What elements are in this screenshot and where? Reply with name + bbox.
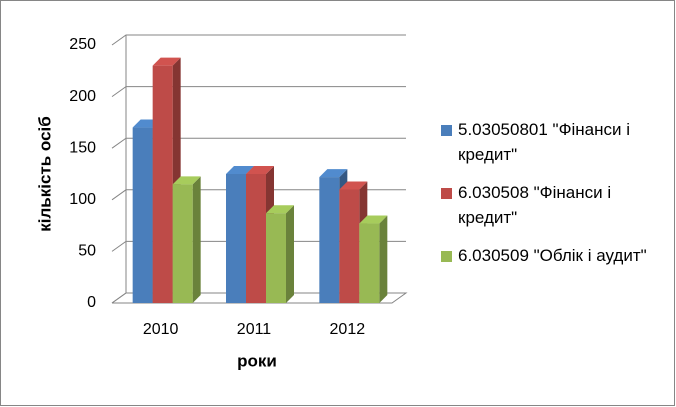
bar-side: [192, 176, 201, 303]
bar: [152, 65, 173, 303]
y-tick-label: 50: [78, 243, 96, 260]
bar-top: [319, 169, 348, 178]
bar: [339, 189, 360, 303]
legend-label: 6.030508 "Фінанси і кредит": [458, 183, 612, 227]
legend-label: 5.03050801 "Фінанси і кредит": [458, 120, 631, 164]
y-tick-label: 0: [87, 294, 96, 311]
legend-swatch: [441, 125, 452, 136]
grid-line: [111, 292, 406, 304]
bar-top: [339, 181, 368, 190]
legend-swatch: [441, 251, 452, 262]
grid-line: [111, 86, 406, 98]
bar-side: [286, 205, 294, 303]
bar: [226, 174, 246, 303]
bar-top: [172, 176, 201, 185]
grid-line: [111, 137, 406, 149]
bar: [319, 177, 340, 303]
bar-top: [266, 205, 294, 214]
legend-swatch: [441, 188, 452, 199]
y-tick-label: 200: [69, 88, 96, 105]
grid-line: [111, 240, 406, 252]
grid-line: [111, 34, 406, 46]
bar-side: [379, 215, 388, 303]
bar: [132, 127, 153, 303]
bar-top: [359, 215, 388, 224]
x-tick-label: 2010: [143, 321, 179, 338]
bar-top: [152, 57, 181, 66]
bar: [359, 223, 380, 303]
bar-top: [226, 166, 254, 174]
y-tick-label: 100: [69, 191, 96, 208]
bar: [246, 174, 266, 303]
x-tick-label: 2012: [330, 321, 366, 338]
legend-label: 6.030509 "Облік і аудит": [458, 246, 647, 265]
y-tick-label: 250: [69, 36, 96, 53]
bar-top: [246, 166, 274, 174]
y-tick-label: 150: [69, 139, 96, 156]
grid-line: [111, 189, 406, 201]
bar: [266, 213, 286, 303]
bar: [172, 184, 193, 303]
y-axis-title: кількість осіб: [35, 116, 54, 232]
x-tick-label: 2011: [237, 321, 272, 338]
x-axis-title: роки: [237, 351, 277, 370]
